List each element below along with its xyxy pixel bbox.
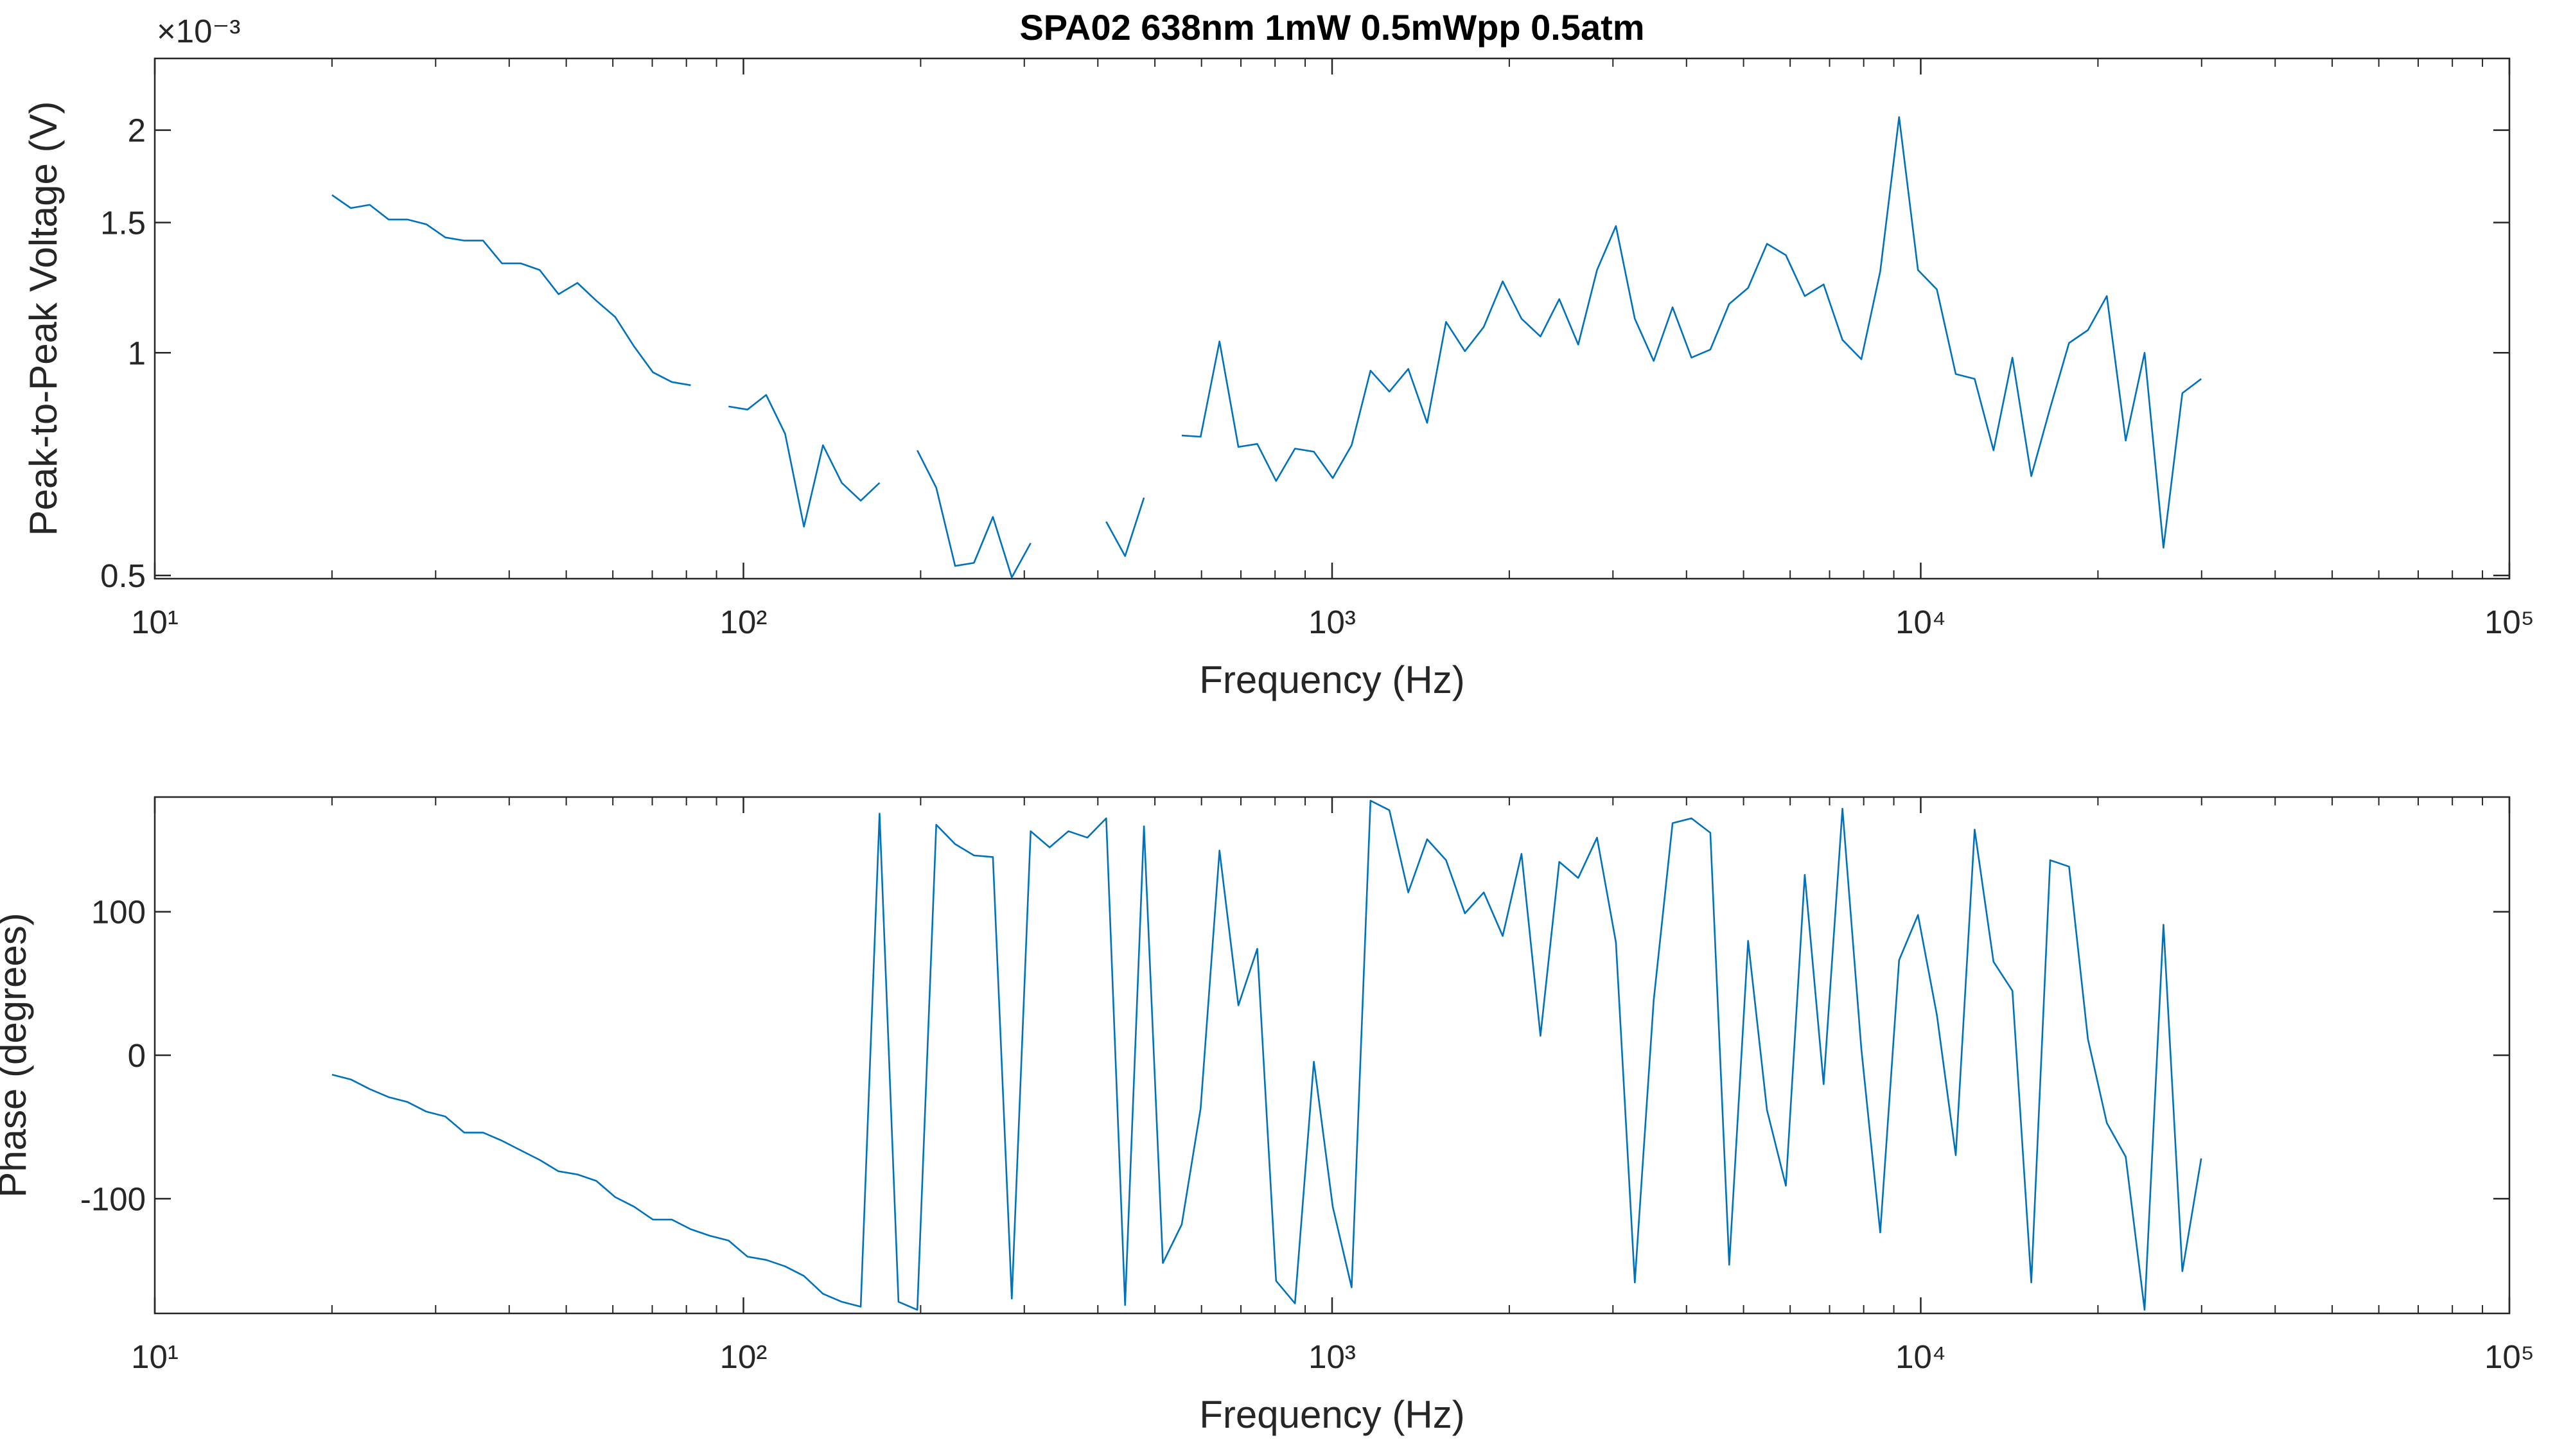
y-tick-label: -100 [80, 1180, 146, 1217]
x-tick-label: 10⁴ [1895, 604, 1946, 640]
x-tick-label: 10¹ [131, 604, 179, 640]
y-axis-label: Phase (degrees) [0, 913, 34, 1198]
data-line [331, 116, 2202, 579]
x-tick-label: 10⁵ [2484, 604, 2534, 640]
y-tick-label: 1.5 [100, 204, 146, 241]
x-tick-label: 10² [720, 604, 768, 640]
axes-box [154, 796, 2511, 1315]
x-axis-label: Frequency (Hz) [1199, 658, 1464, 701]
x-axis-label: Frequency (Hz) [1199, 1393, 1464, 1436]
x-tick-label: 10² [720, 1338, 768, 1375]
y-tick-label: 0.5 [100, 557, 146, 594]
y-tick-label: 0 [128, 1037, 146, 1074]
x-tick-label: 10⁵ [2484, 1338, 2534, 1375]
x-tick-label: 10¹ [131, 1338, 179, 1375]
chart-title: SPA02 638nm 1mW 0.5mWpp 0.5atm [1019, 7, 1644, 48]
y-tick-label: 2 [128, 112, 146, 149]
x-tick-label: 10³ [1308, 1338, 1356, 1375]
y-axis-label: Peak-to-Peak Voltage (V) [22, 101, 65, 536]
y-tick-label: 100 [91, 894, 146, 931]
x-tick-label: 10⁴ [1895, 1338, 1946, 1375]
y-tick-label: 1 [128, 335, 146, 371]
x-tick-label: 10³ [1308, 604, 1356, 640]
data-line [331, 800, 2202, 1311]
axes-box [154, 57, 2511, 580]
y-multiplier: ×10⁻³ [157, 13, 240, 49]
